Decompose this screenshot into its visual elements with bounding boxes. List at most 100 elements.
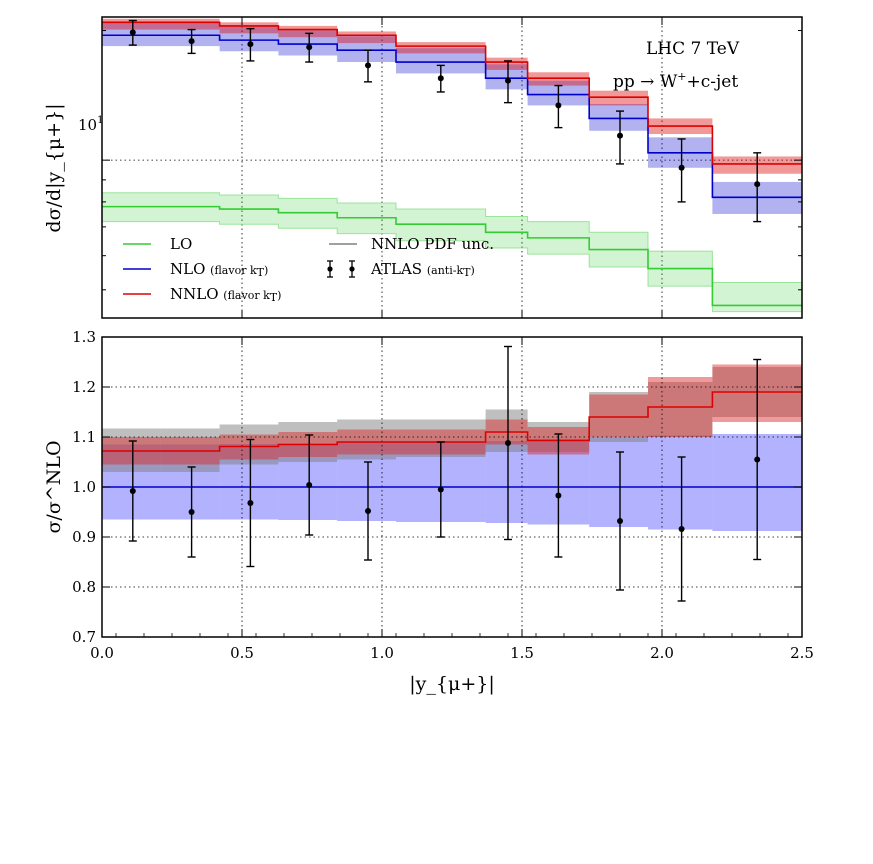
- bottom-atlas-point-4: [364, 461, 372, 561]
- top-atlas-marker-0: [129, 29, 136, 36]
- top-band-lo-edge-upper: [102, 192, 802, 283]
- bottom-atlas-point-1: [187, 466, 196, 558]
- annotation-process: pp → W++c-jet: [613, 70, 738, 92]
- legend-label-atlas: ATLAS (anti-kT): [370, 260, 475, 279]
- top-band-nlo-3: [337, 36, 396, 63]
- top-atlas-point-1: [187, 28, 196, 55]
- bottom-atlas-point-0: [128, 440, 137, 542]
- top-atlas-marker-10: [754, 181, 761, 188]
- bottom-band-pdf-4: [337, 419, 396, 460]
- bottom-y-axis-label: σ/σ^NLO: [43, 440, 65, 533]
- bottom-atlas-point-8: [616, 451, 624, 591]
- top-band-nnlo-2: [278, 25, 338, 38]
- bottom-points: [128, 345, 762, 602]
- top-band-lo-edge-lower: [102, 221, 802, 313]
- top-atlas-marker-7: [555, 102, 562, 109]
- top-atlas-point-2: [246, 27, 255, 62]
- bottom-atlas-marker-10: [754, 456, 761, 463]
- top-frame: [101, 16, 803, 319]
- bottom-atlas-point-5: [436, 441, 445, 538]
- bottom-band-pdf-3: [278, 422, 338, 462]
- top-band-nnlo-4: [396, 42, 486, 54]
- annotation-energy: LHC 7 TeV: [646, 39, 740, 59]
- top-atlas-marker-6: [505, 77, 511, 84]
- bottom-atlas-marker-7: [555, 492, 562, 499]
- y-tick-label-0.7: 0.7: [72, 628, 96, 646]
- legend-swatch-atlas: [327, 260, 355, 278]
- top-line-lo: [102, 205, 802, 307]
- top-panel: 101 LHC 7 TeV pp → W++c-jet dσ/d|y_{μ+}|…: [43, 16, 803, 319]
- top-line-nnlo: [102, 21, 802, 165]
- top-grid: [102, 17, 802, 318]
- bottom-atlas-marker-6: [505, 440, 511, 446]
- y-tick-label-1.3: 1.3: [72, 328, 96, 346]
- bottom-band-nnlo-8: [589, 394, 648, 437]
- top-atlas-marker-1: [188, 38, 195, 45]
- bottom-atlas-marker-5: [437, 486, 444, 493]
- top-atlas-marker-5: [437, 75, 444, 82]
- top-band-nnlo-0: [102, 18, 220, 30]
- x-tick-label-1.0: 1.0: [370, 644, 394, 662]
- top-atlas-point-4: [364, 49, 372, 83]
- top-band-nlo-2: [278, 30, 338, 56]
- bottom-panel: 0.0 0.5 1.0 1.5 2.0 2.50.70.80.91.01.11.21.3 …: [43, 328, 814, 695]
- x-axis-label: |y_{μ+}|: [409, 673, 494, 695]
- x-tick-label-2.0: 2.0: [650, 644, 674, 662]
- top-atlas-point-6: [504, 60, 512, 104]
- y-tick-label-0.9: 0.9: [72, 528, 96, 546]
- top-y-axis-label: dσ/d|y_{μ+}|: [43, 103, 65, 232]
- legend-label-nnlo: NNLO (flavor kT): [170, 285, 281, 304]
- top-atlas-point-7: [554, 84, 563, 129]
- bottom-atlas-point-7: [554, 433, 563, 558]
- bottom-atlas-marker-8: [617, 518, 623, 524]
- bottom-atlas-point-10: [753, 358, 762, 561]
- top-band-nlo-0: [102, 21, 220, 47]
- top-lines: [102, 21, 802, 307]
- top-band-nlo-5: [485, 64, 528, 90]
- bottom-atlas-marker-0: [129, 488, 136, 494]
- bottom-atlas-point-3: [305, 434, 314, 536]
- x-tick-label-2.5: 2.5: [790, 644, 814, 662]
- x-tick-label-0.5: 0.5: [230, 644, 254, 662]
- top-ticks: [102, 17, 802, 318]
- bottom-lines: [102, 391, 802, 488]
- top-band-nnlo-3: [337, 31, 396, 44]
- legend-label-nlo: NLO (flavor kT): [170, 260, 268, 279]
- bottom-atlas-point-2: [246, 438, 255, 568]
- bottom-band-nlo-5: [485, 441, 528, 523]
- top-line-nlo: [102, 34, 802, 199]
- bottom-band-pdf-2: [219, 424, 279, 465]
- top-atlas-marker-2: [247, 41, 254, 48]
- bottom-band-nlo-7: [589, 437, 648, 527]
- bottom-line-nnlo: [102, 391, 802, 452]
- y-tick-label-1.0: 1.0: [72, 478, 96, 496]
- bottom-ticks: [101, 336, 803, 638]
- top-atlas-marker-8: [617, 132, 623, 139]
- x-tick-label-0.0: 0.0: [90, 644, 114, 662]
- bottom-atlas-marker-9: [678, 526, 685, 532]
- bottom-atlas-marker-4: [365, 508, 371, 514]
- y-tick-label-1.1: 1.1: [72, 428, 96, 446]
- legend-label-pdf: NNLO PDF unc.: [371, 235, 494, 253]
- top-atlas-marker-9: [678, 164, 685, 171]
- y-tick-label-10: 101: [78, 115, 103, 134]
- bottom-atlas-marker-2: [247, 500, 254, 506]
- top-atlas-marker-3: [306, 44, 313, 51]
- legend-label-lo: LO: [170, 235, 192, 253]
- top-band-nlo-7: [589, 104, 648, 131]
- bottom-tick-labels: 0.0 0.5 1.0 1.5 2.0 2.5 0.7 0.8 0.9 1.0 1.1 1.2 1.3: [72, 328, 814, 662]
- bottom-band-pdf-9: [648, 382, 713, 437]
- top-band-nnlo-5: [485, 57, 528, 70]
- bottom-atlas-marker-3: [306, 482, 313, 488]
- top-atlas-point-0: [128, 19, 137, 46]
- top-band-lo-9: [712, 282, 802, 312]
- top-points: [128, 19, 762, 223]
- top-atlas-point-8: [616, 110, 624, 165]
- top-atlas-point-3: [305, 32, 314, 63]
- top-atlas-point-5: [436, 64, 445, 93]
- bottom-atlas-marker-1: [188, 509, 195, 515]
- top-band-nnlo-7: [589, 90, 648, 106]
- bottom-atlas-point-6: [504, 345, 512, 541]
- top-atlas-marker-4: [365, 62, 371, 69]
